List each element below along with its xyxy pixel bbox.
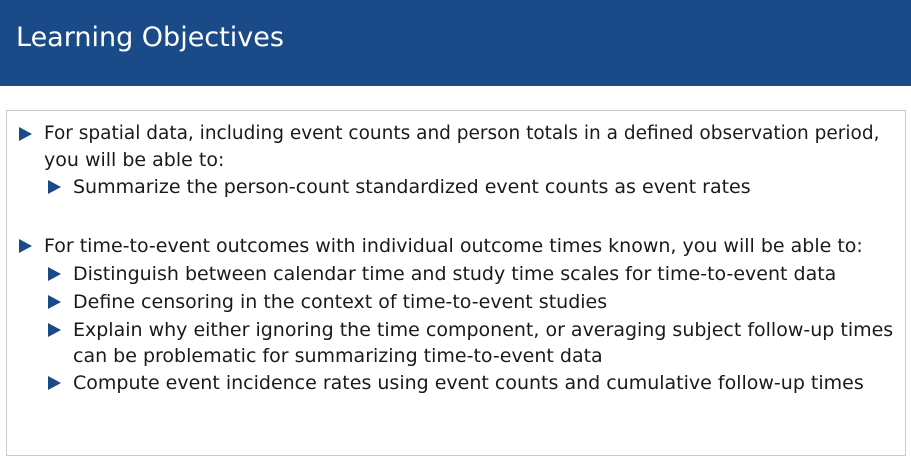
triangle-bullet-icon (48, 295, 61, 309)
objective-text: For time-to-event outcomes with individu… (44, 235, 863, 257)
sub-objective-text: Summarize the person-count standardized … (73, 176, 751, 198)
sub-objective-text-continuation: can be problematic for summarizing time-… (73, 345, 603, 367)
slide-title: Learning Objectives (16, 22, 284, 53)
triangle-bullet-icon (48, 376, 61, 390)
triangle-bullet-icon (48, 267, 61, 281)
objective-text-continuation: you will be able to: (44, 149, 225, 171)
triangle-bullet-icon (48, 180, 61, 194)
sub-objective-text: Distinguish between calendar time and st… (73, 263, 837, 285)
objective-text: For spatial data, including event counts… (44, 123, 880, 144)
sub-objective-text: Define censoring in the context of time-… (73, 291, 608, 313)
triangle-bullet-icon (48, 323, 61, 337)
triangle-bullet-icon (19, 239, 32, 253)
title-bar: Learning Objectives (0, 0, 911, 86)
triangle-bullet-icon (19, 127, 32, 141)
sub-objective-text: Compute event incidence rates using even… (73, 372, 864, 394)
objectives-box: For spatial data, including event counts… (6, 110, 906, 456)
objectives-list: For spatial data, including event counts… (7, 111, 907, 457)
sub-objective-text: Explain why either ignoring the time com… (73, 319, 894, 341)
